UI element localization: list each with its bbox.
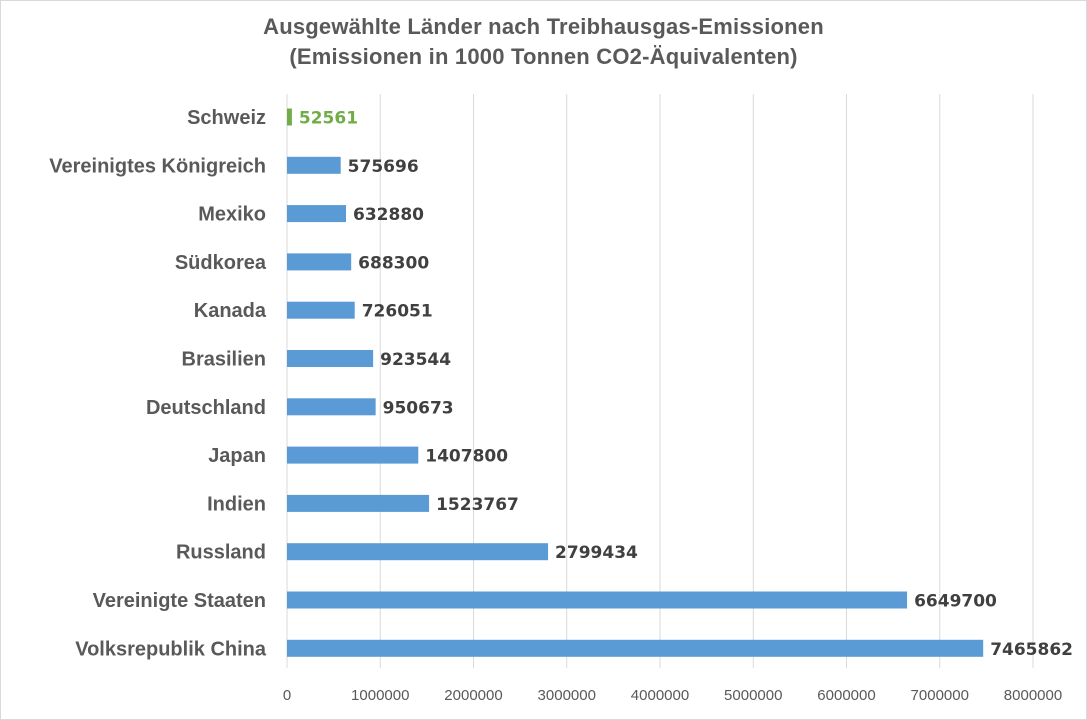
data-label: 688300 xyxy=(358,253,429,273)
category-label: Russland xyxy=(176,542,266,564)
data-label: 52561 xyxy=(299,109,358,129)
category-label: Volksrepublik China xyxy=(75,638,267,660)
data-label: 1407800 xyxy=(425,447,508,467)
category-label: Mexiko xyxy=(198,204,266,226)
data-label: 1523767 xyxy=(436,495,519,515)
bar-vereinigte-staaten xyxy=(287,591,908,609)
bar-russland xyxy=(287,543,549,561)
x-tick-label: 1000000 xyxy=(351,687,409,704)
category-label: Japan xyxy=(208,445,266,467)
bar-kanada xyxy=(287,301,355,319)
bar-volksrepublik-china xyxy=(287,639,984,657)
chart-subtitle: (Emissionen in 1000 Tonnen CO2-Äquivalen… xyxy=(289,44,798,69)
bar-sudkorea xyxy=(287,253,352,271)
x-tick-label: 7000000 xyxy=(911,687,969,704)
bars xyxy=(287,108,984,657)
data-label: 2799434 xyxy=(555,543,638,563)
bar-vereinigtes-konigreich xyxy=(287,156,341,174)
category-labels: Schweiz Vereinigtes Königreich Mexiko Südko… xyxy=(49,107,267,660)
data-label: 923544 xyxy=(380,350,451,370)
data-label: 7465862 xyxy=(990,640,1073,660)
x-axis-tick-labels: 0 1000000 2000000 3000000 4000000 5000000 6000… xyxy=(283,687,1062,704)
bar-deutschland xyxy=(287,398,376,416)
data-label: 726051 xyxy=(362,302,433,322)
x-tick-label: 2000000 xyxy=(444,687,502,704)
category-label: Deutschland xyxy=(146,397,266,419)
data-label: 6649700 xyxy=(914,592,997,612)
category-label: Indien xyxy=(207,493,266,515)
data-label: 575696 xyxy=(348,157,419,177)
category-label: Südkorea xyxy=(175,252,267,274)
bar-mexiko xyxy=(287,205,347,223)
category-label: Schweiz xyxy=(187,107,266,129)
category-label: Vereinigtes Königreich xyxy=(49,155,266,177)
x-tick-label: 0 xyxy=(283,687,291,704)
gridlines xyxy=(286,94,1034,668)
x-tick-label: 6000000 xyxy=(817,687,875,704)
bar-schweiz xyxy=(287,108,292,126)
x-tick-label: 5000000 xyxy=(724,687,782,704)
data-labels: 52561 575696 632880 688300 726051 923544 95067… xyxy=(299,109,1073,660)
bar-japan xyxy=(287,446,419,464)
category-label: Vereinigte Staaten xyxy=(93,590,266,612)
chart-title: Ausgewählte Länder nach Treibhausgas-Emi… xyxy=(263,14,824,39)
category-label: Kanada xyxy=(194,300,267,322)
x-tick-label: 8000000 xyxy=(1004,687,1062,704)
x-tick-label: 3000000 xyxy=(538,687,596,704)
bar-brasilien xyxy=(287,350,374,367)
data-label: 632880 xyxy=(353,205,424,225)
bar-indien xyxy=(287,494,430,512)
category-label: Brasilien xyxy=(182,349,266,371)
data-label: 950673 xyxy=(383,398,454,418)
x-tick-label: 4000000 xyxy=(631,687,689,704)
